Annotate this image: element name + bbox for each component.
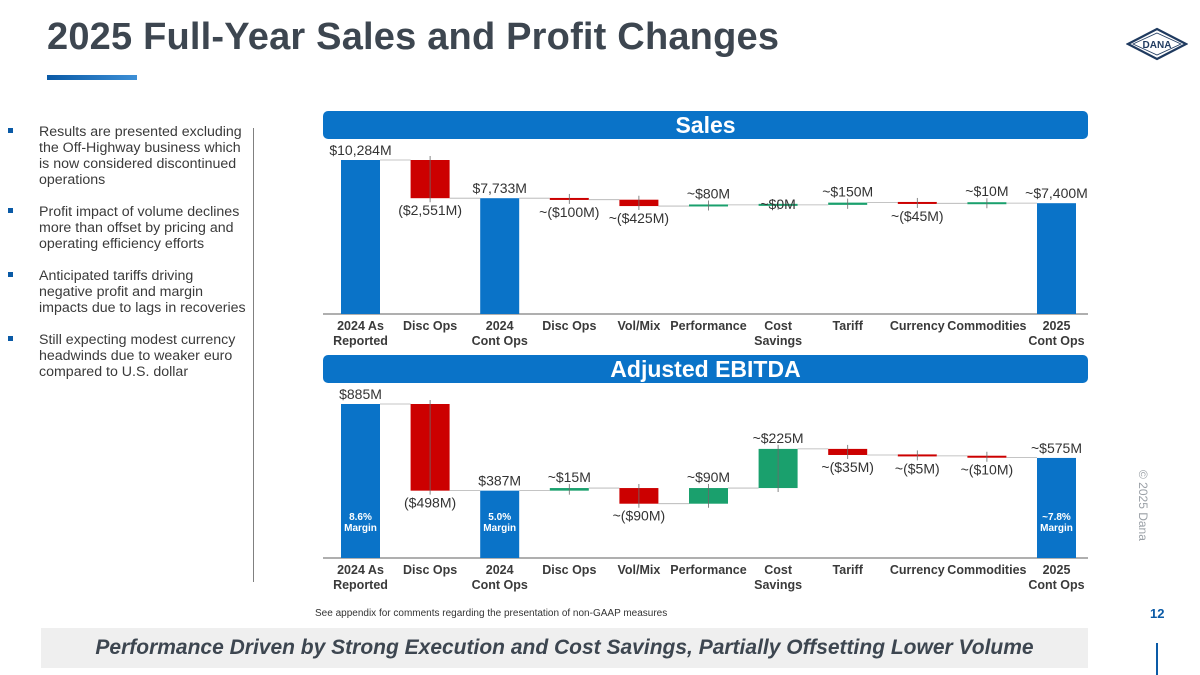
- bullet-item: Results are presented excluding the Off-…: [8, 124, 248, 188]
- category-label: Cost: [764, 563, 793, 577]
- category-label: 2025: [1043, 563, 1071, 577]
- data-label: ~$80M: [687, 185, 730, 201]
- category-label: Disc Ops: [403, 563, 457, 577]
- data-label: $7,733M: [472, 180, 526, 196]
- divider: [253, 128, 254, 582]
- title-underline: [47, 75, 137, 80]
- data-label: $885M: [339, 386, 382, 402]
- data-label: ~($90M): [613, 508, 666, 524]
- category-label: 2024: [486, 319, 514, 333]
- tagline: Performance Driven by Strong Execution a…: [41, 628, 1088, 668]
- category-label: 2025: [1043, 319, 1071, 333]
- bullet-square-icon: [8, 336, 13, 341]
- category-label: Cont Ops: [472, 578, 528, 592]
- data-label: ($2,551M): [398, 202, 462, 218]
- data-label: $387M: [478, 473, 521, 489]
- data-label: ~$575M: [1031, 440, 1082, 456]
- category-label: Cost: [764, 319, 793, 333]
- bullet-item: Anticipated tariffs driving negative pro…: [8, 268, 248, 316]
- data-label: ~($10M): [961, 462, 1014, 478]
- bullet-square-icon: [8, 208, 13, 213]
- copyright: © 2025 Dana: [1136, 470, 1150, 541]
- category-label: Savings: [754, 334, 802, 348]
- sales-banner: Sales: [323, 111, 1088, 139]
- margin-note: Margin: [344, 523, 377, 534]
- margin-note: 5.0%: [488, 512, 511, 523]
- page-number: 12: [1150, 606, 1165, 621]
- data-label: ~($100M): [539, 204, 599, 220]
- page-title: 2025 Full-Year Sales and Profit Changes: [47, 16, 780, 58]
- category-label: Currency: [890, 563, 945, 577]
- data-label: ~($5M): [895, 460, 940, 476]
- category-label: Performance: [670, 319, 746, 333]
- waterfall-bar-2024-as-reported: [341, 404, 380, 558]
- bullet-text: Profit impact of volume declines more th…: [39, 204, 240, 252]
- bullet-text: Results are presented excluding the Off-…: [39, 124, 242, 188]
- waterfall-bar-2024-as-reported: [341, 160, 380, 314]
- data-label: ~$150M: [822, 184, 873, 200]
- bullet-text: Anticipated tariffs driving negative pro…: [39, 268, 246, 316]
- accent-line: [1156, 643, 1158, 675]
- category-label: Cont Ops: [1028, 578, 1084, 592]
- data-label: ~$15M: [548, 469, 591, 485]
- margin-note: 8.6%: [349, 512, 372, 523]
- category-label: 2024 As: [337, 319, 384, 333]
- data-label: ~$0M: [760, 196, 795, 212]
- bullet-item: Still expecting modest currency headwind…: [8, 332, 248, 380]
- dana-logo: DANA: [1126, 27, 1188, 61]
- category-label: Tariff: [833, 319, 864, 333]
- data-label: ~($35M): [821, 459, 874, 475]
- category-label: Commodities: [947, 319, 1026, 333]
- margin-note: Margin: [483, 523, 516, 534]
- bullet-square-icon: [8, 272, 13, 277]
- logo-text: DANA: [1143, 40, 1172, 51]
- category-label: Disc Ops: [403, 319, 457, 333]
- category-label: Vol/Mix: [617, 563, 660, 577]
- category-label: Disc Ops: [542, 319, 596, 333]
- category-label: Savings: [754, 578, 802, 592]
- ebitda-banner: Adjusted EBITDA: [323, 355, 1088, 383]
- footnote: See appendix for comments regarding the …: [315, 608, 668, 619]
- category-label: Vol/Mix: [617, 319, 660, 333]
- bullet-list: Results are presented excluding the Off-…: [8, 124, 248, 396]
- data-label: $10,284M: [329, 142, 391, 158]
- data-label: ~$90M: [687, 469, 730, 485]
- category-label: 2024 As: [337, 563, 384, 577]
- margin-note: Margin: [1040, 523, 1073, 534]
- waterfall-bar-2025-cont-ops: [1037, 457, 1076, 558]
- category-label: Disc Ops: [542, 563, 596, 577]
- category-label: 2024: [486, 563, 514, 577]
- category-label: Cont Ops: [1028, 334, 1084, 348]
- data-label: ~$225M: [753, 430, 804, 446]
- category-label: Currency: [890, 319, 945, 333]
- waterfall-bar-2025-cont-ops: [1037, 203, 1076, 314]
- category-label: Performance: [670, 563, 746, 577]
- category-label: Cont Ops: [472, 334, 528, 348]
- data-label: ~$7,400M: [1025, 185, 1088, 201]
- category-label: Commodities: [947, 563, 1026, 577]
- data-label: ~($425M): [609, 210, 669, 226]
- bullet-item: Profit impact of volume declines more th…: [8, 204, 248, 252]
- waterfall-bar-2024-cont-ops: [480, 198, 520, 314]
- margin-note: ~7.8%: [1042, 512, 1071, 523]
- bullet-text: Still expecting modest currency headwind…: [39, 332, 236, 380]
- category-label: Reported: [333, 334, 388, 348]
- data-label: ($498M): [404, 495, 456, 511]
- data-label: ~($45M): [891, 208, 944, 224]
- category-label: Tariff: [833, 563, 864, 577]
- data-label: ~$10M: [965, 183, 1008, 199]
- category-label: Reported: [333, 578, 388, 592]
- waterfall-bar-2024-cont-ops: [480, 490, 520, 558]
- bullet-square-icon: [8, 128, 13, 133]
